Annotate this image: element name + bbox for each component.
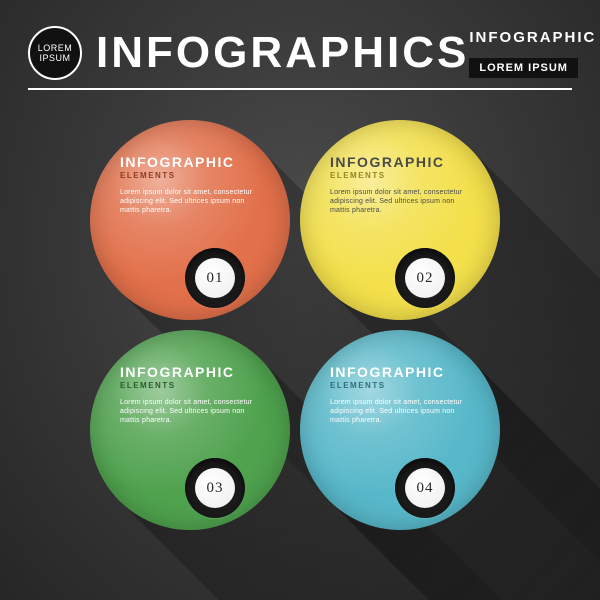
header-tagline: LOREM IPSUM <box>469 58 578 78</box>
disc-text: INFOGRAPHIC ELEMENTS Lorem ipsum dolor s… <box>120 154 266 215</box>
disc-subtitle: ELEMENTS <box>330 381 476 390</box>
disc-number-badge: 04 <box>395 458 455 518</box>
disc-title: INFOGRAPHIC <box>330 364 476 380</box>
disc-grid: INFOGRAPHIC ELEMENTS Lorem ipsum dolor s… <box>90 120 510 540</box>
disc-number: 02 <box>405 258 445 298</box>
disc-number-badge: 02 <box>395 248 455 308</box>
disc-desc: Lorem ipsum dolor sit amet, consectetur … <box>330 398 476 425</box>
disc-title: INFOGRAPHIC <box>120 154 266 170</box>
disc-03: INFOGRAPHIC ELEMENTS Lorem ipsum dolor s… <box>90 330 290 530</box>
disc-number: 01 <box>195 258 235 298</box>
disc-desc: Lorem ipsum dolor sit amet, consectetur … <box>330 188 476 215</box>
disc-title: INFOGRAPHIC <box>330 154 476 170</box>
disc-text: INFOGRAPHIC ELEMENTS Lorem ipsum dolor s… <box>120 364 266 425</box>
disc-text: INFOGRAPHIC ELEMENTS Lorem ipsum dolor s… <box>330 364 476 425</box>
header-badge-line2: IPSUM <box>39 53 70 63</box>
disc-number-badge: 03 <box>185 458 245 518</box>
disc-text: INFOGRAPHIC ELEMENTS Lorem ipsum dolor s… <box>330 154 476 215</box>
disc-01: INFOGRAPHIC ELEMENTS Lorem ipsum dolor s… <box>90 120 290 320</box>
header-title: INFOGRAPHICS <box>96 31 469 75</box>
disc-subtitle: ELEMENTS <box>120 171 266 180</box>
disc-subtitle: ELEMENTS <box>330 171 476 180</box>
header-rule <box>28 88 572 90</box>
disc-02: INFOGRAPHIC ELEMENTS Lorem ipsum dolor s… <box>300 120 500 320</box>
disc-number-badge: 01 <box>185 248 245 308</box>
disc-desc: Lorem ipsum dolor sit amet, consectetur … <box>120 188 266 215</box>
header-badge-circle: LOREM IPSUM <box>28 26 82 80</box>
disc-subtitle: ELEMENTS <box>120 381 266 390</box>
header: LOREM IPSUM INFOGRAPHICS INFOGRAPHIC ELE… <box>28 18 572 88</box>
disc-title: INFOGRAPHIC <box>120 364 266 380</box>
header-right: INFOGRAPHIC ELEMENTS LOREM IPSUM <box>469 29 596 78</box>
header-badge-line1: LOREM <box>38 43 73 53</box>
disc-number: 04 <box>405 468 445 508</box>
disc-desc: Lorem ipsum dolor sit amet, consectetur … <box>120 398 266 425</box>
disc-number: 03 <box>195 468 235 508</box>
disc-04: INFOGRAPHIC ELEMENTS Lorem ipsum dolor s… <box>300 330 500 530</box>
